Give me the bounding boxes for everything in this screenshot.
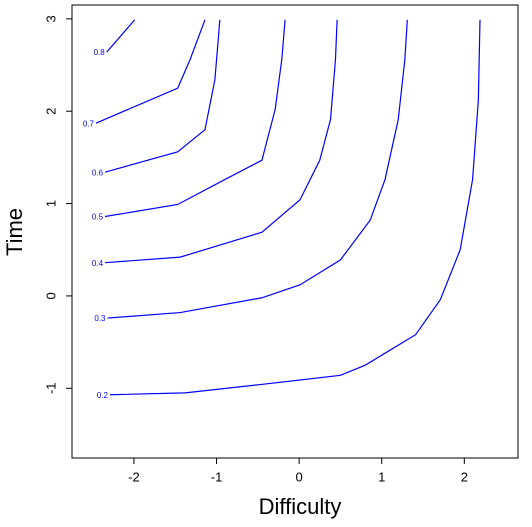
contour-label: 0.5 (92, 213, 104, 222)
contour-label: 0.7 (83, 119, 95, 128)
contour-line (104, 19, 286, 218)
y-tick-label: -1 (43, 382, 58, 394)
y-tick-label: 2 (43, 108, 58, 115)
contour-label: 0.3 (94, 314, 106, 323)
x-tick-label: 2 (461, 469, 468, 484)
y-tick-label: 1 (43, 200, 58, 207)
contour-line (107, 19, 408, 319)
x-tick-label: -2 (128, 469, 140, 484)
x-tick-label: 0 (296, 469, 303, 484)
x-tick-label: -1 (211, 469, 223, 484)
y-axis-title: Time (2, 208, 27, 256)
plot-frame (71, 4, 519, 459)
contour-line (109, 19, 481, 396)
y-tick-label: 3 (43, 15, 58, 22)
contour-line (104, 19, 338, 264)
contour-line (104, 19, 221, 173)
contour-label: 0.8 (94, 48, 106, 57)
contour-label: 0.6 (92, 168, 104, 177)
y-tick-label: 0 (43, 292, 58, 299)
contour-line (106, 19, 136, 53)
x-axis-title: Difficulty (259, 494, 342, 519)
contour-line (95, 19, 206, 124)
x-tick-label: 1 (378, 469, 385, 484)
contour-label: 0.4 (92, 259, 104, 268)
contour-label: 0.2 (97, 391, 109, 400)
